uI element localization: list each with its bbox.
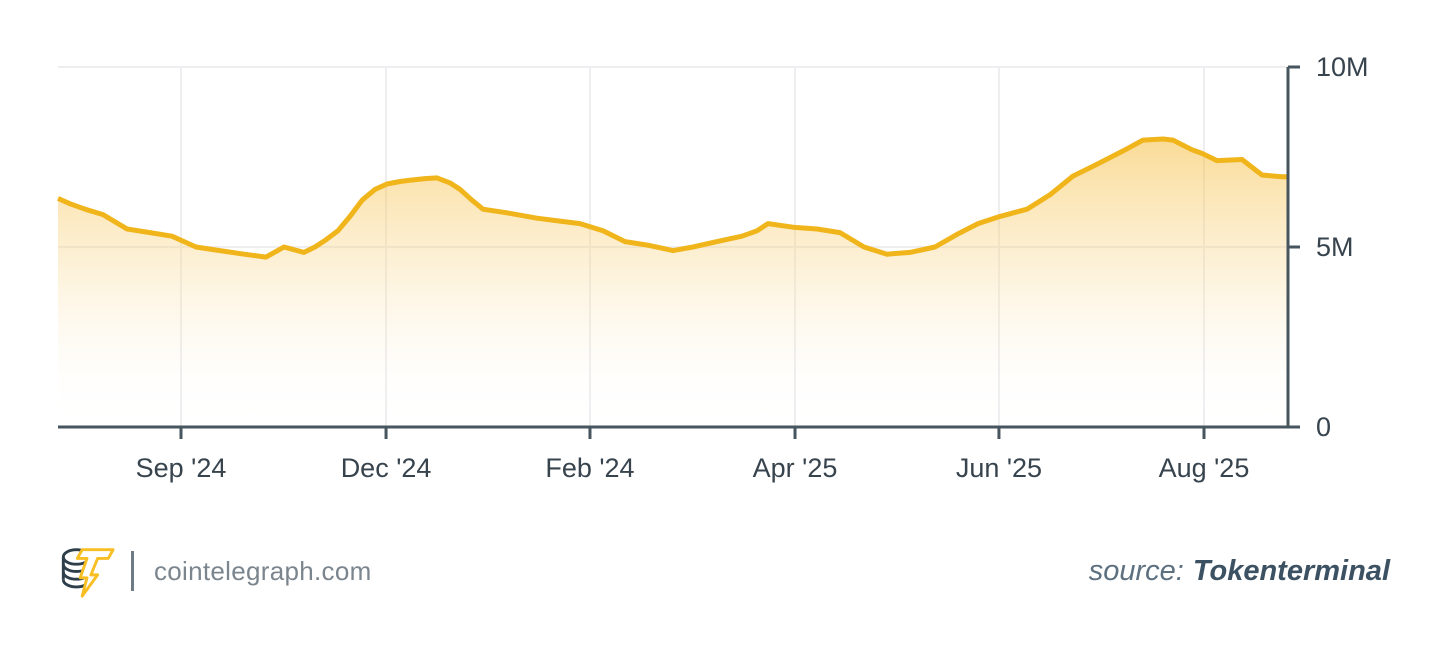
brand-site-text: cointelegraph.com xyxy=(154,555,372,586)
x-tick-label: Feb '24 xyxy=(545,453,634,483)
source-attribution: source: Tokenterminal xyxy=(1089,555,1390,588)
y-tick-label: 5M xyxy=(1316,232,1354,262)
x-tick-label: Jun '25 xyxy=(956,453,1042,483)
y-tick-label: 0 xyxy=(1316,412,1331,442)
area-fill xyxy=(58,139,1288,427)
brand-divider xyxy=(131,551,134,591)
x-tick-label: Dec '24 xyxy=(341,453,432,483)
revenue-area-chart: Sep '24 Dec '24 Feb '24 Apr '25 Jun '25 Aug '… xyxy=(56,52,1369,483)
cointelegraph-logo-icon xyxy=(61,548,115,598)
source-label: source: xyxy=(1088,554,1184,587)
footer: cointelegraph.com source: Tokenterminal xyxy=(58,541,1390,601)
source-name: Tokenterminal xyxy=(1192,554,1390,587)
y-tick-label: 10M xyxy=(1316,52,1369,82)
x-tick-label: Apr '25 xyxy=(753,453,838,483)
x-tick-label: Sep '24 xyxy=(136,453,227,483)
lightning-t-icon xyxy=(75,548,115,598)
x-tick-label: Aug '25 xyxy=(1159,453,1250,483)
brand: cointelegraph.com xyxy=(58,542,372,600)
series-line xyxy=(56,136,1288,260)
